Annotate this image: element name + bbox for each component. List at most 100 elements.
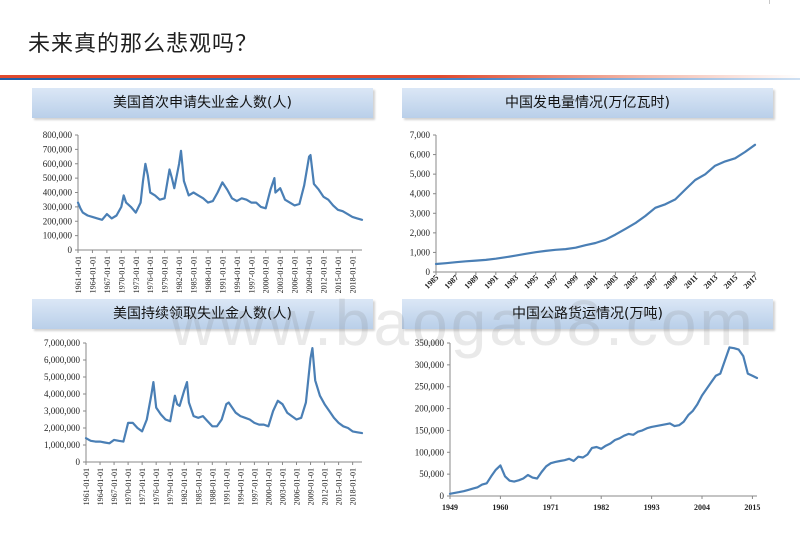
initial-claims-xtick-label: 1982-01-01 — [175, 256, 184, 293]
initial-claims-xtick-label: 2000-01-01 — [262, 256, 271, 293]
continuing-claims-xtick-label: 1994-01-01 — [236, 468, 245, 505]
highway-freight-xtick-label: 1960 — [492, 503, 508, 512]
initial-claims-xtick-label: 2018-01-01 — [348, 256, 357, 293]
continuing-claims-xtick-label: 1979-01-01 — [166, 468, 175, 505]
power-generation-ytick-label: 1,000 — [410, 247, 431, 257]
initial-claims-xtick-label: 1991-01-01 — [218, 256, 227, 293]
initial-claims-xtick-label: 1994-01-01 — [233, 256, 242, 293]
highway-freight-ytick-label: 0 — [440, 491, 445, 501]
chart-title-power-generation: 中国发电量情况(万亿瓦时) — [505, 95, 670, 111]
continuing-claims-ytick-label: 3,000,000 — [44, 406, 81, 416]
initial-claims-xtick-label: 1973-01-01 — [132, 256, 141, 293]
initial-claims-ytick-label: 300,000 — [43, 202, 73, 212]
initial-claims-xtick-label: 2006-01-01 — [291, 256, 300, 293]
chart-title-highway-freight: 中国公路货运情况(万吨) — [512, 306, 663, 322]
initial-claims-series-line — [76, 149, 364, 221]
chart-title-continuing-claims: 美国持续领取失业金人数(人) — [113, 306, 292, 322]
chart-highway-freight: 0 50,000 100,000 150,000 200,000 250,000 300,0… — [415, 338, 761, 512]
continuing-claims-xtick-label: 1991-01-01 — [222, 468, 231, 505]
initial-claims-xtick-label: 1976-01-01 — [146, 256, 155, 293]
highway-freight-ytick-label: 200,000 — [415, 404, 445, 414]
page-title: 未来真的那么悲观吗？ — [28, 32, 259, 57]
power-generation-ytick-label: 4,000 — [410, 189, 431, 199]
initial-claims-xtick-label: 1970-01-01 — [117, 256, 126, 293]
initial-claims-ytick-label: 0 — [68, 245, 73, 255]
continuing-claims-xtick-label: 1961-01-01 — [82, 468, 91, 505]
title-rule-red — [0, 75, 800, 78]
continuing-claims-xtick-label: 1967-01-01 — [110, 468, 119, 505]
chart-header-power-generation: 中国发电量情况(万亿瓦时) — [402, 88, 773, 118]
initial-claims-ytick-label: 700,000 — [43, 144, 73, 154]
power-generation-ytick-label: 6,000 — [410, 150, 431, 160]
continuing-claims-xtick-label: 1976-01-01 — [152, 468, 161, 505]
highway-freight-xtick-label: 2004 — [694, 503, 710, 512]
continuing-claims-xtick-label: 2012-01-01 — [321, 468, 330, 505]
highway-freight-ytick-label: 350,000 — [415, 338, 445, 348]
chart-initial-claims: 0 100,000 200,000 300,000 400,000 500,000 600,… — [43, 130, 364, 293]
chart-header-initial-claims: 美国首次申请失业金人数(人) — [32, 88, 373, 118]
initial-claims-xtick-label: 2012-01-01 — [319, 256, 328, 293]
initial-claims-xtick-label: 1997-01-01 — [247, 256, 256, 293]
chart-power-generation: 01,0002,0003,0004,0005,0006,0007,0001985… — [410, 130, 760, 291]
watermark: www.baogao8.com — [170, 287, 756, 359]
initial-claims-xtick-label: 2015-01-01 — [334, 256, 343, 293]
continuing-claims-xtick-label: 1964-01-01 — [96, 468, 105, 505]
initial-claims-ytick-label: 800,000 — [43, 130, 73, 140]
corner-tick-mark — [769, 0, 770, 4]
continuing-claims-ytick-label: 2,000,000 — [44, 423, 81, 433]
continuing-claims-ytick-label: 0 — [76, 457, 81, 467]
continuing-claims-xtick-label: 2003-01-01 — [278, 468, 287, 505]
highway-freight-series-line — [448, 346, 759, 495]
continuing-claims-xtick-label: 2018-01-01 — [349, 468, 358, 505]
initial-claims-xtick-label: 1985-01-01 — [190, 256, 199, 293]
highway-freight-ytick-label: 50,000 — [419, 469, 444, 479]
highway-freight-ytick-label: 250,000 — [415, 382, 445, 392]
initial-claims-xtick-label: 1964-01-01 — [88, 256, 97, 293]
continuing-claims-xtick-label: 1988-01-01 — [208, 468, 217, 505]
highway-freight-xtick-label: 1949 — [442, 503, 458, 512]
continuing-claims-xtick-label: 1973-01-01 — [138, 468, 147, 505]
highway-freight-xtick-label: 1993 — [644, 503, 660, 512]
continuing-claims-xtick-label: 1970-01-01 — [124, 468, 133, 505]
highway-freight-ytick-label: 150,000 — [415, 425, 445, 435]
chart-header-continuing-claims: 美国持续领取失业金人数(人) — [32, 299, 373, 329]
continuing-claims-ytick-label: 1,000,000 — [44, 440, 81, 450]
highway-freight-ytick-label: 100,000 — [415, 447, 445, 457]
initial-claims-ytick-label: 400,000 — [43, 188, 73, 198]
continuing-claims-ytick-label: 6,000,000 — [44, 355, 81, 365]
highway-freight-ytick-label: 300,000 — [415, 360, 445, 370]
initial-claims-xtick-label: 1961-01-01 — [74, 256, 83, 293]
chart-continuing-claims: 0 1,000,000 2,000,000 3,000,000 4,000,000 5,0… — [44, 338, 364, 505]
initial-claims-xtick-label: 1979-01-01 — [161, 256, 170, 293]
highway-freight-xtick-label: 1971 — [543, 503, 559, 512]
continuing-claims-xtick-label: 2000-01-01 — [264, 468, 273, 505]
continuing-claims-xtick-label: 2006-01-01 — [293, 468, 302, 505]
initial-claims-xtick-label: 1967-01-01 — [103, 256, 112, 293]
initial-claims-xtick-label: 2009-01-01 — [305, 256, 314, 293]
continuing-claims-series-line — [84, 347, 364, 445]
power-generation-ytick-label: 3,000 — [410, 208, 431, 218]
initial-claims-ytick-label: 500,000 — [43, 173, 73, 183]
continuing-claims-xtick-label: 2015-01-01 — [335, 468, 344, 505]
initial-claims-xtick-label: 2003-01-01 — [276, 256, 285, 293]
highway-freight-xtick-label: 2015 — [744, 503, 760, 512]
title-rule-blue — [0, 78, 800, 80]
initial-claims-ytick-label: 600,000 — [43, 159, 73, 169]
power-generation-series-line — [434, 143, 757, 266]
chart-title-initial-claims: 美国首次申请失业金人数(人) — [113, 95, 292, 111]
power-generation-ytick-label: 7,000 — [410, 130, 431, 140]
initial-claims-ytick-label: 200,000 — [43, 216, 73, 226]
power-generation-ytick-label: 2,000 — [410, 228, 431, 238]
power-generation-ytick-label: 0 — [426, 267, 431, 277]
continuing-claims-xtick-label: 1985-01-01 — [194, 468, 203, 505]
continuing-claims-xtick-label: 1997-01-01 — [250, 468, 259, 505]
continuing-claims-ytick-label: 7,000,000 — [44, 338, 81, 348]
initial-claims-ytick-label: 100,000 — [43, 231, 73, 241]
chart-header-highway-freight: 中国公路货运情况(万吨) — [402, 299, 773, 329]
initial-claims-xtick-label: 1988-01-01 — [204, 256, 213, 293]
continuing-claims-xtick-label: 2009-01-01 — [307, 468, 316, 505]
continuing-claims-ytick-label: 4,000,000 — [44, 389, 81, 399]
highway-freight-xtick-label: 1982 — [593, 503, 609, 512]
continuing-claims-xtick-label: 1982-01-01 — [180, 468, 189, 505]
continuing-claims-ytick-label: 5,000,000 — [44, 372, 81, 382]
